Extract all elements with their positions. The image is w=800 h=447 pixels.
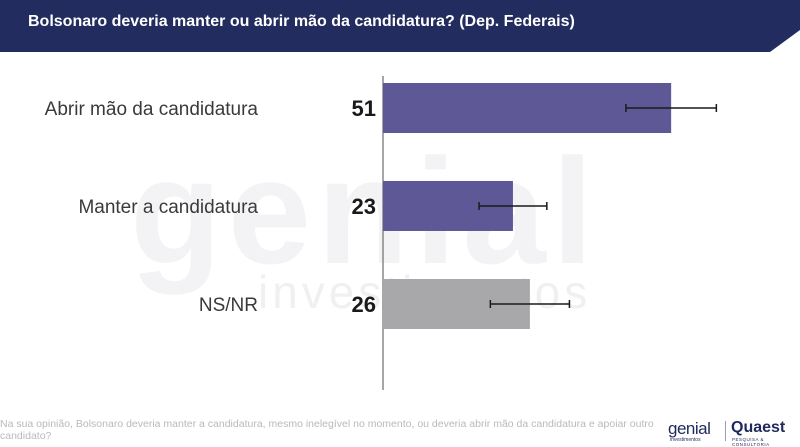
category-label-0: Abrir mão da candidatura bbox=[45, 99, 259, 120]
bar-0 bbox=[383, 83, 672, 133]
value-label-2: 26 bbox=[352, 292, 376, 317]
value-label-1: 23 bbox=[352, 194, 376, 219]
category-label-2: NS/NR bbox=[199, 295, 258, 316]
chart-title: Bolsonaro deveria manter ou abrir mão da… bbox=[28, 13, 575, 30]
header-background bbox=[0, 0, 800, 52]
genial-logo: genial bbox=[668, 419, 711, 438]
header-banner: Bolsonaro deveria manter ou abrir mão da… bbox=[0, 0, 800, 52]
category-label-1: Manter a candidatura bbox=[78, 197, 258, 218]
logo-separator bbox=[725, 421, 726, 441]
quaest-logo-sub: PESQUISA & CONSULTORIA bbox=[732, 437, 770, 447]
footnote: Na sua opinião, Bolsonaro deveria manter… bbox=[0, 418, 654, 442]
quaest-logo: Quaest bbox=[731, 419, 786, 436]
genial-logo-sub: investimentos bbox=[670, 437, 701, 443]
value-label-0: 51 bbox=[352, 96, 376, 121]
logos: genial investimentos Quaest PESQUISA & C… bbox=[668, 417, 800, 447]
bar-chart: Abrir mão da candidatura 51 Manter a candi… bbox=[45, 76, 718, 390]
